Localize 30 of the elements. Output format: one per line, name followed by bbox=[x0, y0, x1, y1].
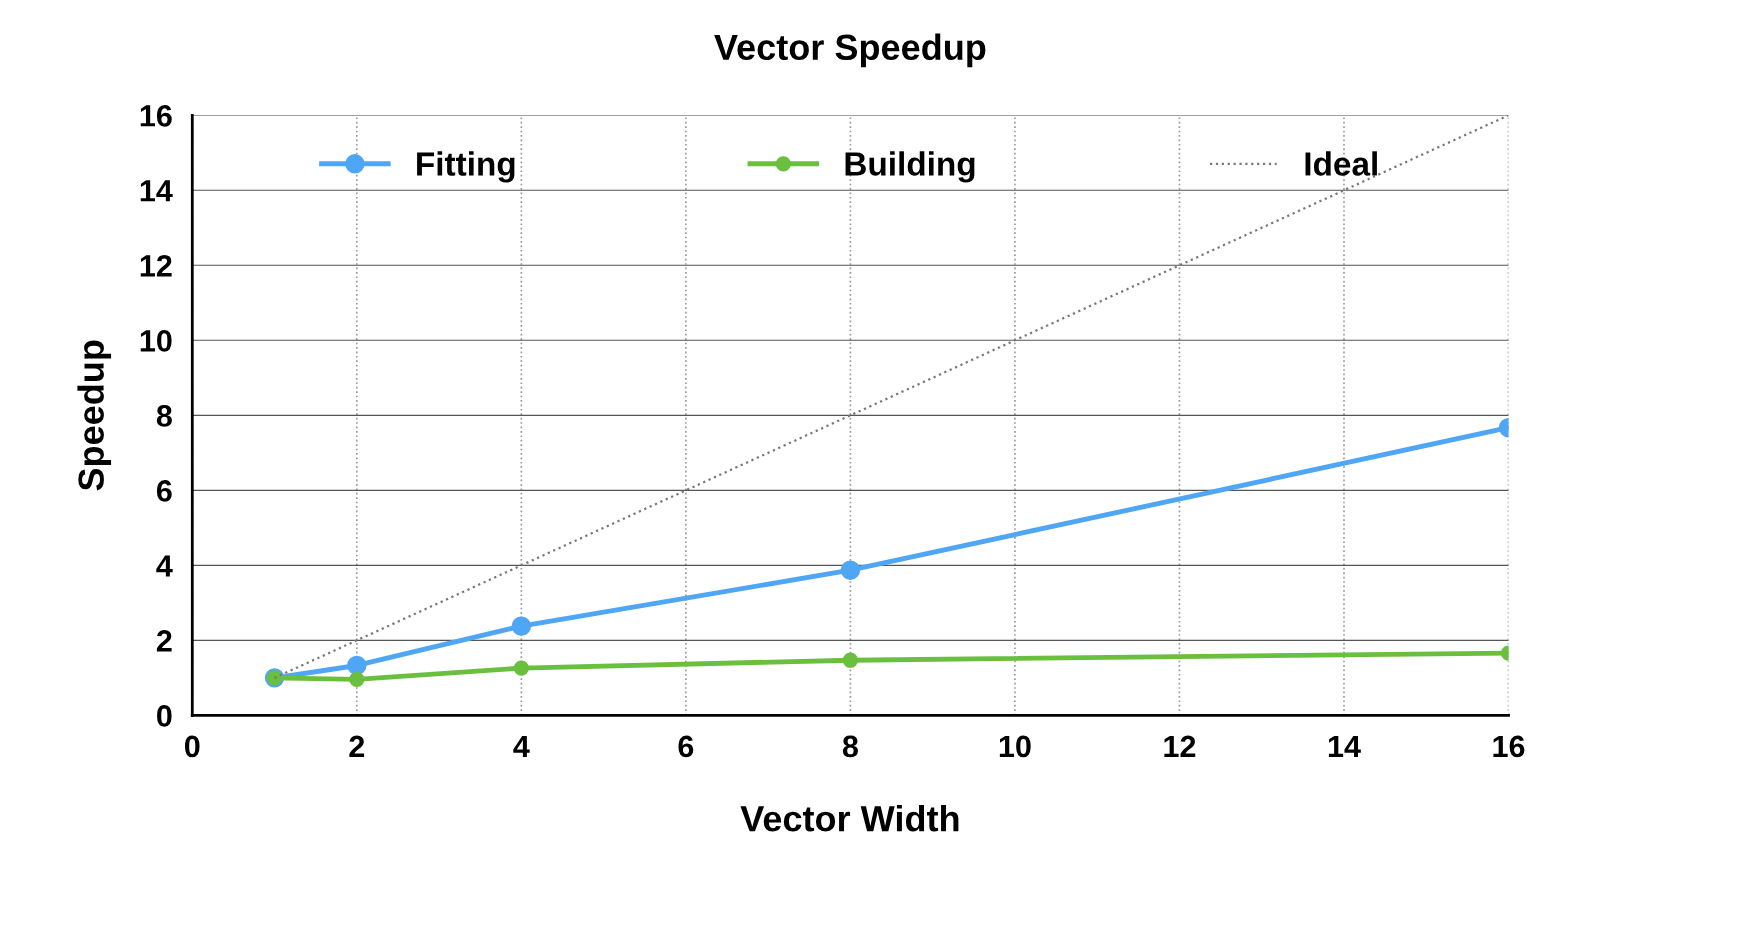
y-tick-label: 2 bbox=[156, 630, 172, 652]
y-tick-label: 0 bbox=[157, 705, 172, 727]
point bbox=[511, 616, 532, 636]
chart-title: Vector Speedup bbox=[714, 33, 986, 68]
point bbox=[513, 660, 529, 676]
legend-label: Ideal bbox=[1305, 151, 1377, 176]
y-tick-label: 6 bbox=[156, 480, 172, 502]
y-tick-label: 12 bbox=[140, 255, 172, 277]
y-tick-label: 8 bbox=[156, 405, 172, 427]
point bbox=[840, 560, 861, 580]
x-tick-label: 8 bbox=[842, 735, 858, 758]
legend-label: Building bbox=[845, 151, 975, 183]
y-tick-label: 16 bbox=[140, 105, 172, 127]
x-tick-label: 16 bbox=[1493, 735, 1525, 758]
x-tick-label: 14 bbox=[1328, 735, 1361, 757]
x-tick-label: 2 bbox=[349, 735, 365, 757]
y-tick-label: 10 bbox=[140, 330, 172, 352]
x-tick-label: 12 bbox=[1164, 735, 1196, 757]
point bbox=[349, 671, 365, 688]
legend-label: Fitting bbox=[417, 151, 515, 183]
point bbox=[842, 652, 859, 668]
x-tick-label: 0 bbox=[184, 735, 200, 758]
y-tick-label: 14 bbox=[140, 180, 173, 202]
y-axis-title: Speedup bbox=[77, 340, 112, 491]
x-tick-label: 4 bbox=[513, 735, 530, 757]
x-axis-title: Vector Width bbox=[740, 804, 959, 832]
x-tick-label: 6 bbox=[678, 735, 694, 758]
point bbox=[347, 655, 367, 676]
x-tick-label: 10 bbox=[999, 735, 1031, 758]
y-tick-label: 4 bbox=[156, 555, 173, 577]
